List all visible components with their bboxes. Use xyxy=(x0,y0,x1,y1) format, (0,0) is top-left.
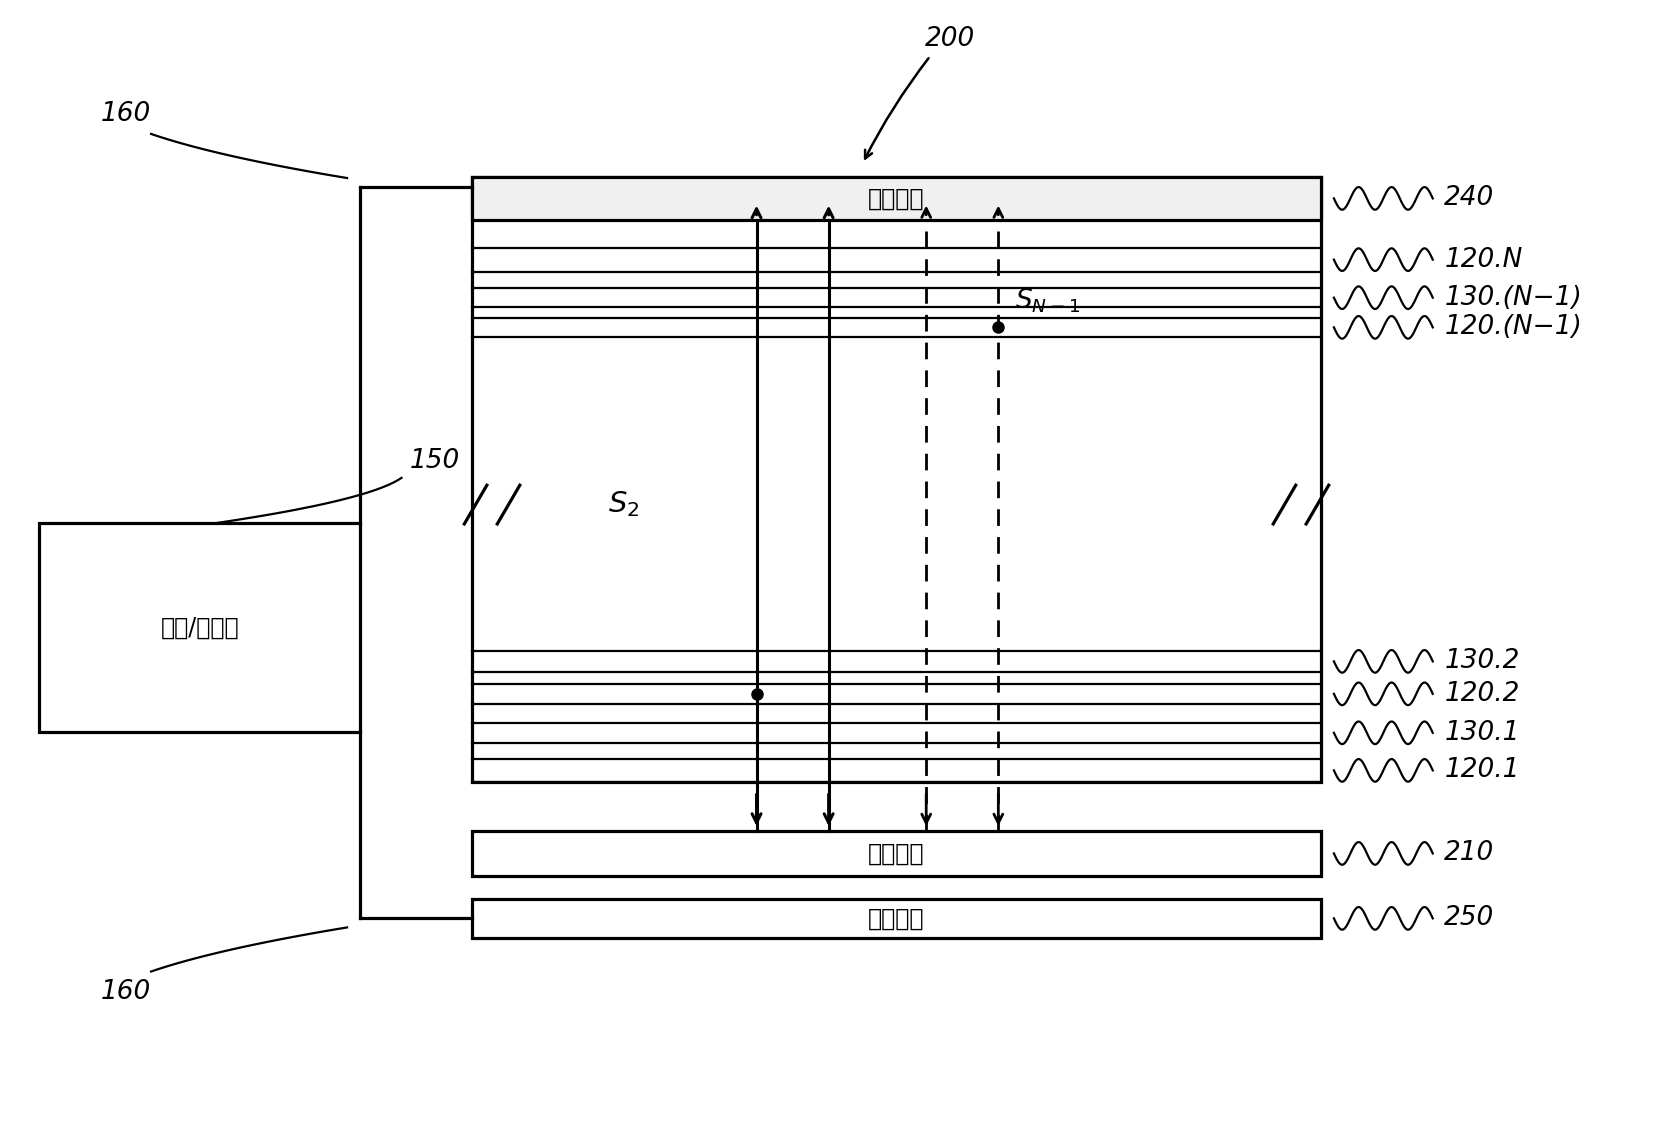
Text: 130.2: 130.2 xyxy=(1445,648,1519,674)
Text: 210: 210 xyxy=(1445,840,1494,866)
Polygon shape xyxy=(473,899,1321,938)
Text: 透射基材: 透射基材 xyxy=(868,906,924,930)
Text: 200: 200 xyxy=(926,26,975,52)
Text: 120.2: 120.2 xyxy=(1445,681,1519,707)
Text: 120.(N−1): 120.(N−1) xyxy=(1445,314,1582,340)
Text: 250: 250 xyxy=(1445,905,1494,931)
Polygon shape xyxy=(473,177,1321,219)
Text: 透射电极: 透射电极 xyxy=(868,841,924,865)
Text: 120.N: 120.N xyxy=(1445,247,1522,273)
Polygon shape xyxy=(473,831,1321,875)
Text: 130.(N−1): 130.(N−1) xyxy=(1445,284,1582,310)
Text: 150: 150 xyxy=(410,448,460,474)
Text: $S_{N-1}$: $S_{N-1}$ xyxy=(1015,287,1079,315)
Polygon shape xyxy=(473,177,1321,782)
Text: 130.1: 130.1 xyxy=(1445,720,1519,746)
Text: 电压/电流源: 电压/电流源 xyxy=(160,615,240,639)
Text: 120.1: 120.1 xyxy=(1445,757,1519,783)
Text: 160: 160 xyxy=(101,100,152,126)
Text: 反射电极: 反射电极 xyxy=(868,186,924,210)
Polygon shape xyxy=(40,523,360,732)
Text: $S_2$: $S_2$ xyxy=(608,490,640,520)
Text: 160: 160 xyxy=(101,979,152,1005)
Text: 240: 240 xyxy=(1445,185,1494,211)
